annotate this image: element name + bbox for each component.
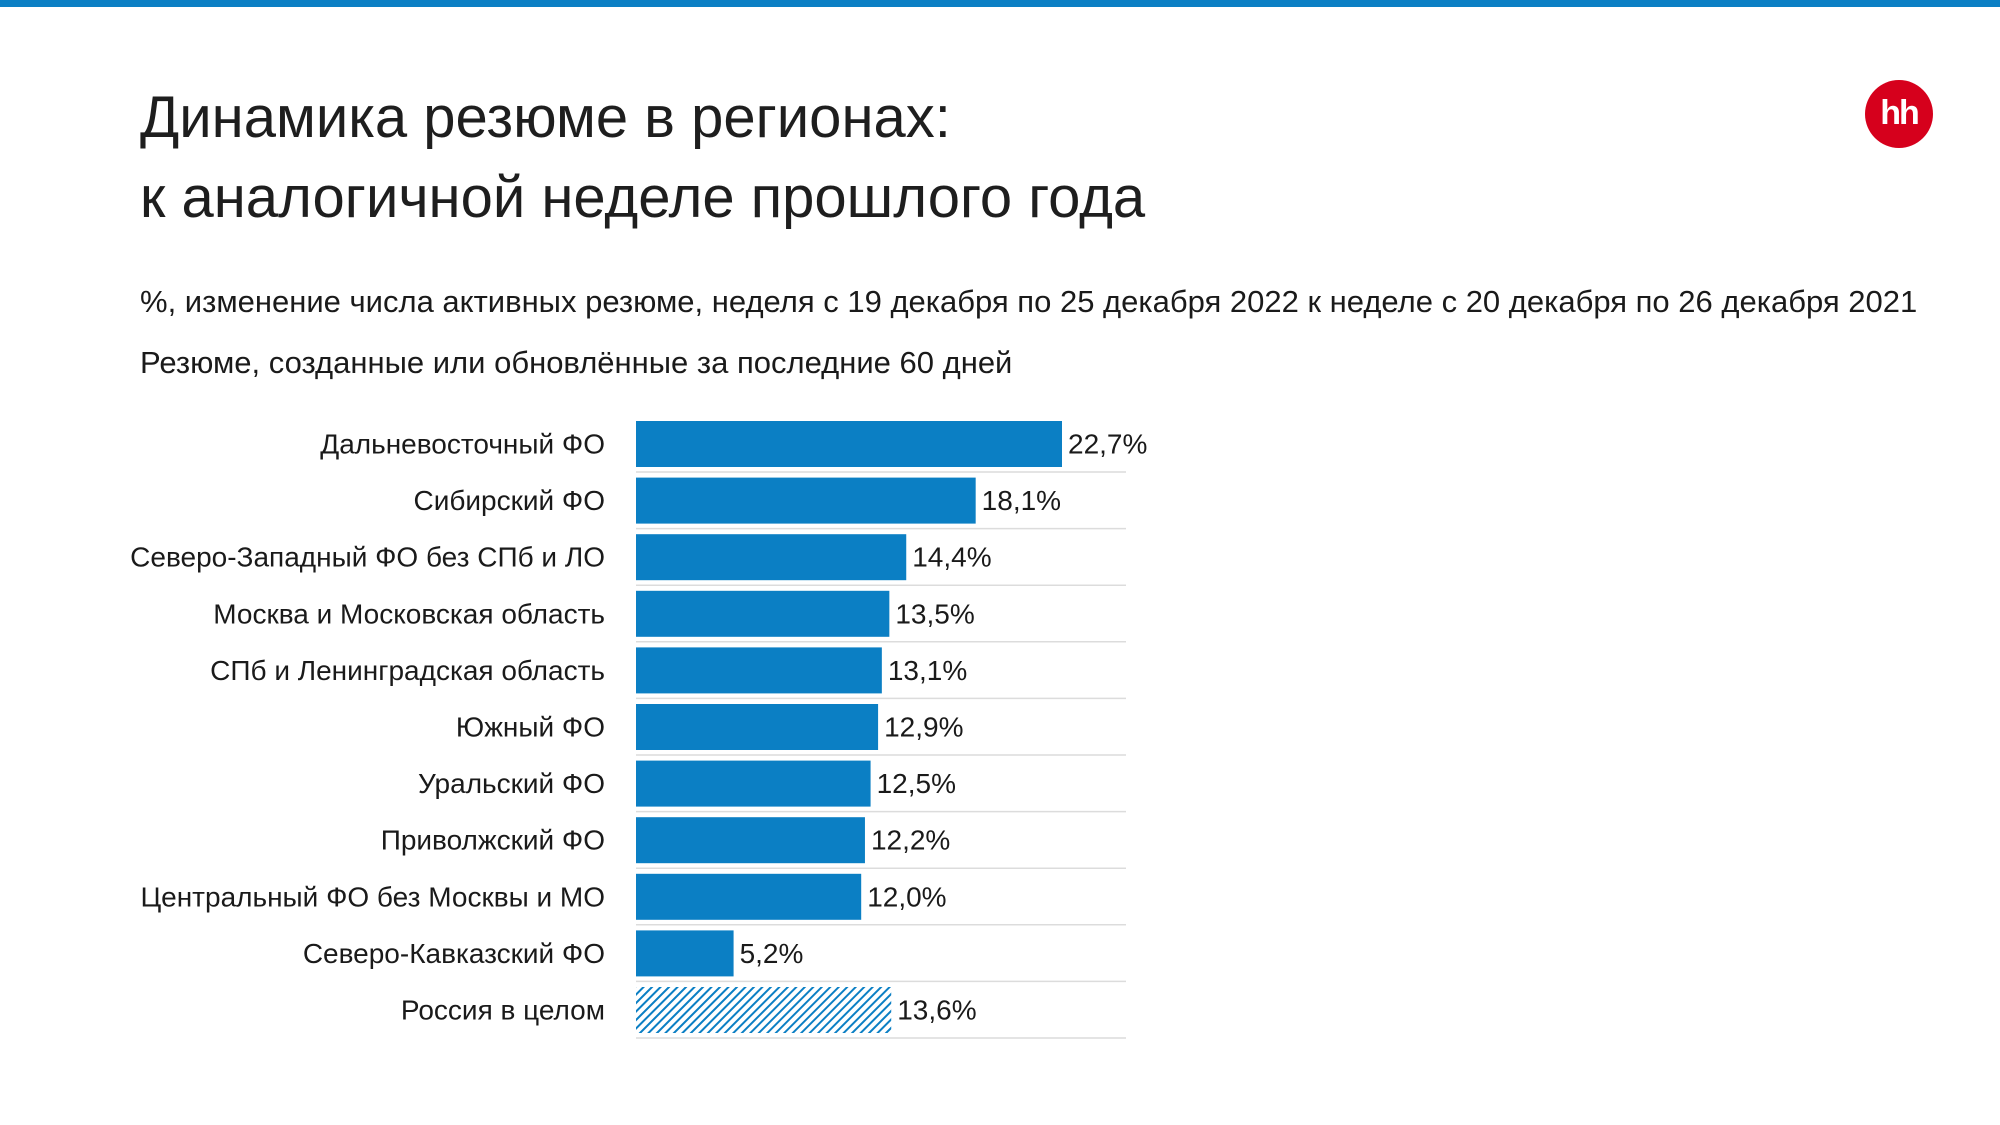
bar: [636, 873, 862, 920]
bar: [636, 817, 865, 864]
data-label: 22,7%: [1068, 429, 1147, 460]
category-label: Дальневосточный ФО: [320, 429, 605, 460]
page-title-line-1: Динамика резюме в регионах:: [140, 85, 951, 150]
bar: [636, 930, 734, 977]
hh-logo: hh: [1865, 80, 1933, 148]
bar: [636, 421, 1062, 467]
data-label: 13,1%: [888, 655, 967, 686]
bar: [636, 590, 890, 637]
category-label: Уральский ФО: [418, 768, 605, 799]
category-label: Россия в целом: [401, 995, 605, 1026]
category-label: Северо-Кавказский ФО: [303, 938, 605, 969]
category-label: Северо-Западный ФО без СПб и ЛО: [130, 542, 605, 573]
category-label: СПб и Ленинградская область: [210, 655, 605, 686]
data-label: 13,6%: [897, 995, 976, 1026]
data-label: 18,1%: [982, 485, 1061, 516]
data-label: 12,9%: [884, 712, 963, 743]
bar: [636, 534, 907, 581]
bar: [636, 987, 892, 1033]
page-title-line-2: к аналогичной неделе прошлого года: [140, 165, 1146, 230]
chart-note: Резюме, созданные или обновлённые за пос…: [140, 345, 1013, 380]
bar: [636, 704, 879, 750]
category-label: Южный ФО: [456, 712, 605, 743]
top-accent-bar: [0, 0, 2000, 7]
category-label: Центральный ФО без Москвы и МО: [140, 881, 605, 912]
category-label: Приволжский ФО: [381, 825, 605, 856]
bar: [636, 760, 871, 807]
chart-subtitle: %, изменение числа активных резюме, неде…: [140, 284, 1918, 319]
data-label: 12,2%: [871, 825, 950, 856]
page-title: Динамика резюме в регионах: к аналогично…: [140, 78, 1840, 238]
bar: [636, 477, 976, 524]
data-label: 13,5%: [895, 598, 974, 629]
category-label: Москва и Московская область: [213, 598, 605, 629]
hh-logo-text: hh: [1880, 94, 1920, 132]
bar: [636, 647, 882, 694]
category-label: Сибирский ФО: [414, 485, 606, 516]
data-label: 14,4%: [912, 542, 991, 573]
data-label: 12,5%: [877, 768, 956, 799]
data-label: 12,0%: [867, 881, 946, 912]
data-label: 5,2%: [740, 938, 804, 969]
